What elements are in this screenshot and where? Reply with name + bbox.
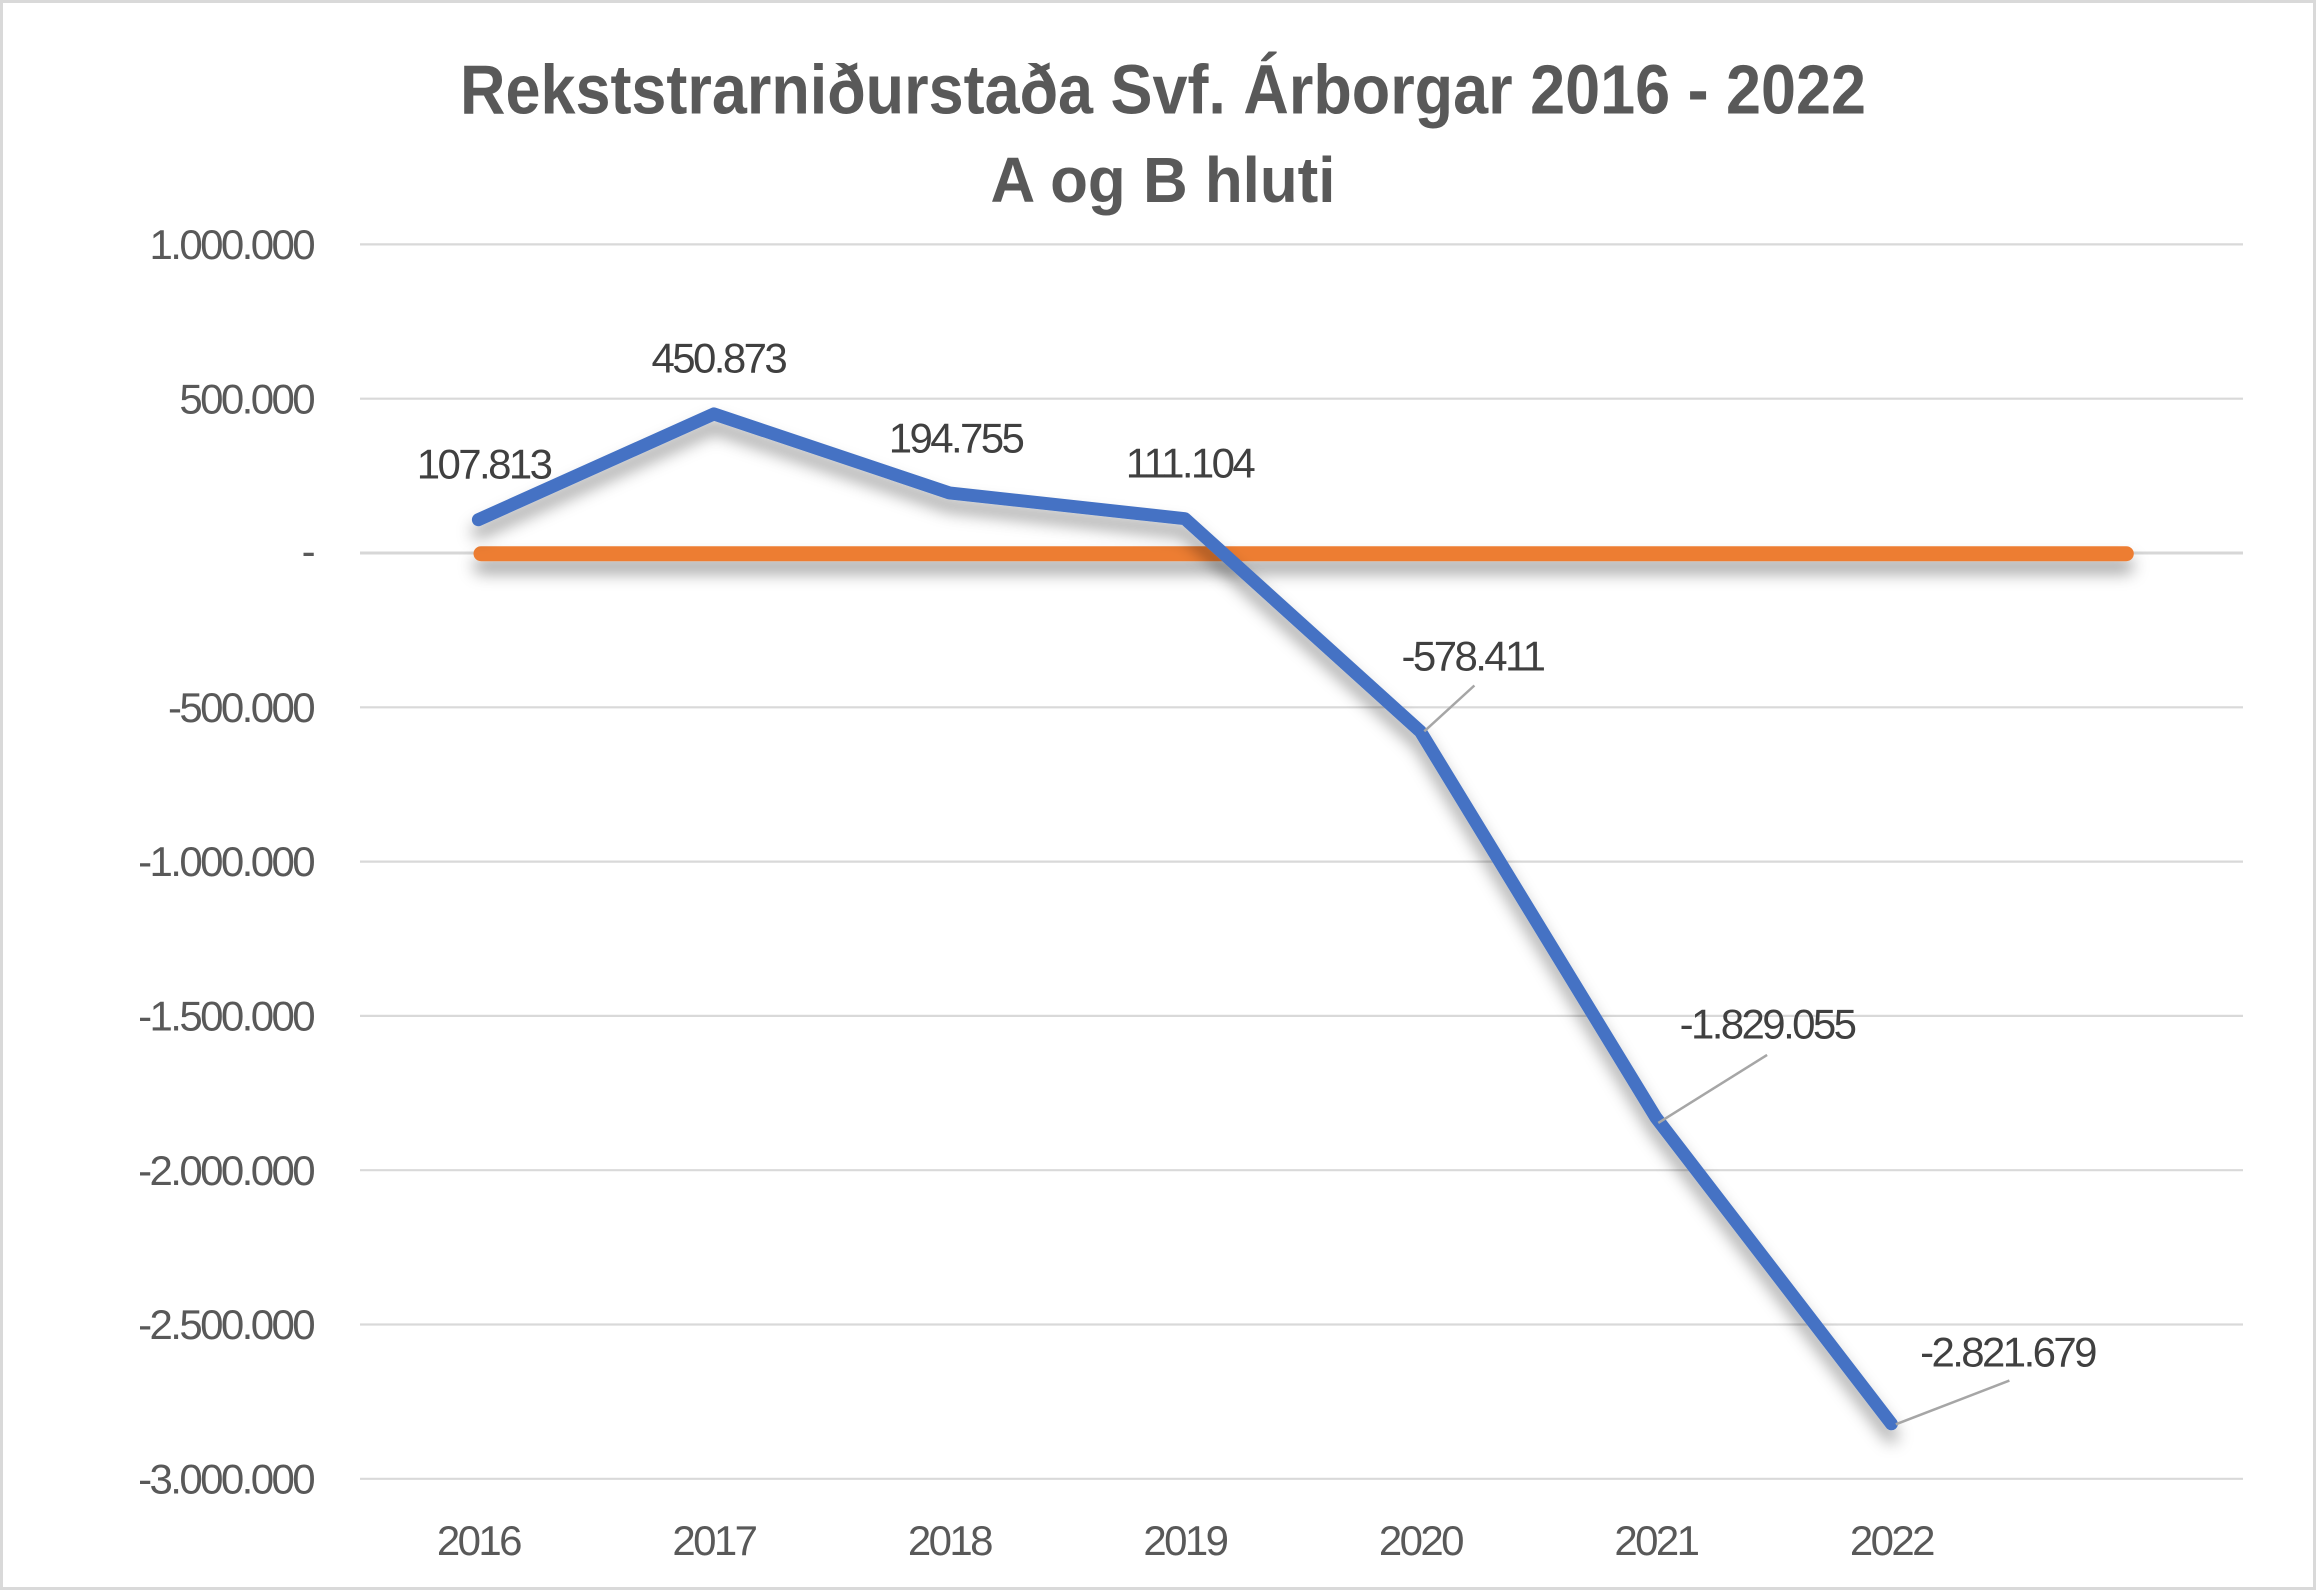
svg-text:-1.500.000: -1.500.000 xyxy=(138,993,314,1040)
svg-text:-2.821.679: -2.821.679 xyxy=(1920,1329,2096,1376)
svg-text:2020: 2020 xyxy=(1379,1517,1463,1564)
svg-text:111.104: 111.104 xyxy=(1126,440,1256,487)
svg-text:-3.000.000: -3.000.000 xyxy=(138,1455,314,1502)
svg-text:-1.000.000: -1.000.000 xyxy=(138,838,314,885)
svg-text:-2.000.000: -2.000.000 xyxy=(138,1147,314,1194)
svg-text:A og B hluti: A og B hluti xyxy=(991,144,1336,216)
svg-text:1.000.000: 1.000.000 xyxy=(150,221,315,268)
svg-text:Rekststrarniðurstaða Svf. Árbo: Rekststrarniðurstaða Svf. Árborgar 2016 … xyxy=(460,51,1866,129)
svg-text:-: - xyxy=(302,528,315,575)
svg-text:-1.829.055: -1.829.055 xyxy=(1680,1000,1856,1047)
svg-text:2017: 2017 xyxy=(672,1517,756,1564)
svg-text:-2.500.000: -2.500.000 xyxy=(138,1301,314,1348)
svg-text:2019: 2019 xyxy=(1143,1517,1227,1564)
svg-text:2021: 2021 xyxy=(1614,1517,1698,1564)
svg-text:2022: 2022 xyxy=(1850,1517,1934,1564)
svg-text:107.813: 107.813 xyxy=(417,441,552,488)
svg-text:2018: 2018 xyxy=(908,1517,992,1564)
svg-text:-578.411: -578.411 xyxy=(1402,633,1545,680)
svg-text:-500.000: -500.000 xyxy=(168,684,314,731)
svg-text:194.755: 194.755 xyxy=(889,415,1024,462)
svg-text:450.873: 450.873 xyxy=(651,334,786,381)
svg-text:2016: 2016 xyxy=(437,1517,521,1564)
svg-text:500.000: 500.000 xyxy=(179,375,314,422)
